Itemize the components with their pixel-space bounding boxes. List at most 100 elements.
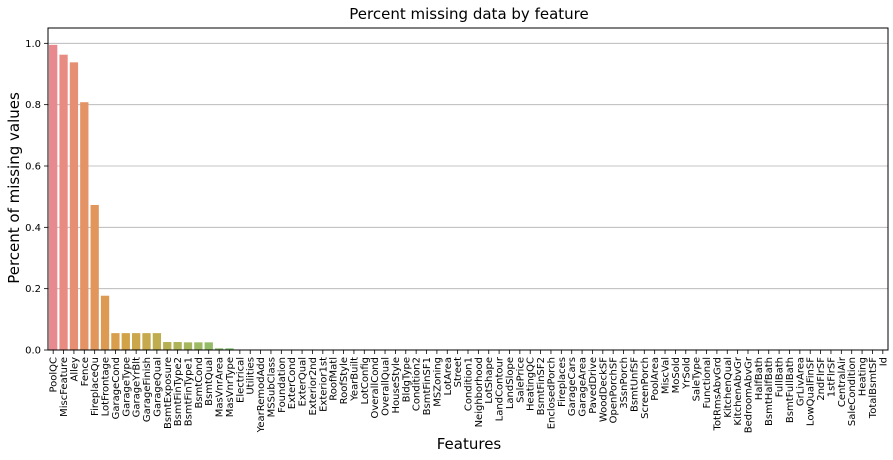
x-tick-label: FireplaceQu bbox=[90, 357, 101, 416]
x-tick-label: WoodDeckSF bbox=[598, 357, 609, 422]
x-tick-label: Exterior1st bbox=[318, 357, 329, 412]
x-tick-label: MSZoning bbox=[432, 357, 443, 407]
x-tick-label: FullBath bbox=[775, 357, 786, 397]
y-gridlines bbox=[48, 42, 888, 351]
x-tick-label: BsmtFinType2 bbox=[173, 357, 184, 426]
x-tick-label: MiscVal bbox=[661, 357, 672, 394]
y-tick-label: 0.0 bbox=[25, 346, 41, 357]
x-tick-label: BsmtFinSF1 bbox=[422, 357, 433, 415]
y-axis-title: Percent of missing values bbox=[5, 92, 23, 284]
bar-garagefinish bbox=[142, 333, 151, 350]
y-axis-ticks: 0.0 0.2 0.4 0.6 0.8 1.0 bbox=[25, 39, 48, 357]
x-axis-title: Features bbox=[437, 435, 502, 453]
x-tick-label: CentralAir bbox=[837, 356, 848, 407]
y-tick-label: 0.4 bbox=[25, 223, 41, 234]
bar-garagequal bbox=[152, 333, 162, 350]
x-tick-label: BsmtExposure bbox=[163, 357, 174, 429]
x-tick-label: GarageYrBlt bbox=[132, 357, 143, 417]
bar-bsmtqual bbox=[204, 342, 213, 350]
x-tick-label: LandContour bbox=[495, 356, 506, 421]
x-tick-label: ScreenPorch bbox=[640, 357, 651, 419]
x-tick-label: PavedDrive bbox=[588, 357, 599, 414]
x-tick-label: LowQualFinSF bbox=[806, 357, 817, 426]
bar-bsmtexposure bbox=[163, 342, 172, 350]
x-tick-label: ExterCond bbox=[287, 357, 298, 409]
x-tick-label: BsmtFullBath bbox=[785, 357, 796, 423]
x-tick-label: GarageQual bbox=[152, 357, 163, 417]
x-tick-label: MoSold bbox=[671, 357, 682, 393]
x-tick-label: SalePrice bbox=[515, 357, 526, 403]
bar-alley bbox=[69, 62, 79, 350]
x-tick-label: RoofStyle bbox=[339, 357, 350, 404]
x-tick-label: GarageArea bbox=[578, 357, 589, 417]
x-tick-label: EnclosedPorch bbox=[546, 357, 557, 429]
y-tick-label: 0.2 bbox=[25, 284, 41, 295]
bars bbox=[49, 44, 244, 351]
x-tick-label: 1stFlrSF bbox=[826, 357, 837, 397]
x-tick-label: BsmtUnfSF bbox=[629, 357, 640, 412]
x-tick-label: KitchenAbvGr bbox=[733, 356, 744, 425]
x-tick-label: PoolQC bbox=[49, 357, 60, 393]
bar-fence bbox=[80, 102, 89, 350]
x-tick-label: Heating bbox=[858, 357, 869, 396]
x-tick-label: LotShape bbox=[484, 357, 495, 404]
y-tick-label: 1.0 bbox=[25, 39, 41, 50]
x-tick-label: BsmtFinType1 bbox=[184, 357, 195, 426]
y-tick-label: 0.8 bbox=[25, 100, 41, 111]
bar-bsmtfintype2 bbox=[173, 342, 182, 350]
x-tick-label: YrSold bbox=[681, 357, 692, 390]
x-tick-label: TotRmsAbvGrd bbox=[712, 357, 723, 432]
bar-garageyrblt bbox=[132, 333, 141, 350]
x-tick-label: BsmtHalfBath bbox=[764, 357, 775, 426]
x-tick-label: RoofMatl bbox=[329, 357, 340, 401]
x-tick-label: GarageCars bbox=[567, 357, 578, 416]
x-tick-label: Condition2 bbox=[412, 357, 423, 411]
x-tick-label: YearBuilt bbox=[349, 357, 360, 402]
bar-masvnrarea bbox=[214, 348, 224, 350]
x-tick-label: LotFrontage bbox=[101, 357, 112, 416]
x-tick-label: BldgType bbox=[401, 357, 412, 402]
x-tick-label: TotalBsmtSF bbox=[868, 357, 879, 419]
bar-garagetype bbox=[121, 333, 130, 350]
x-tick-label: Foundation bbox=[277, 357, 288, 413]
x-tick-label: BsmtCond bbox=[194, 357, 205, 409]
x-tick-label: KitchenQual bbox=[723, 357, 734, 418]
bar-garagecond bbox=[111, 333, 120, 350]
y-tick-label: 0.6 bbox=[25, 162, 41, 173]
x-tick-label: Exterior2nd bbox=[308, 357, 319, 415]
x-tick-label: 3SsnPorch bbox=[619, 357, 630, 409]
x-tick-label: Fireplaces bbox=[557, 357, 568, 407]
x-tick-label: MasVnrArea bbox=[215, 357, 226, 417]
x-tick-label: HouseStyle bbox=[391, 357, 402, 413]
x-tick-label: YearRemodAdd bbox=[256, 357, 267, 433]
x-tick-label: OpenPorchSF bbox=[609, 357, 620, 424]
x-axis-ticks: PoolQC MiscFeature Alley Fence FireplaceQu Lo… bbox=[49, 350, 889, 433]
x-tick-label: BsmtFinSF2 bbox=[536, 357, 547, 415]
x-tick-label: Alley bbox=[69, 357, 80, 382]
x-tick-label: HalfBath bbox=[754, 357, 765, 400]
x-tick-label: SaleType bbox=[692, 357, 703, 401]
x-tick-label: LotArea bbox=[443, 357, 454, 395]
x-tick-label: OverallCond bbox=[370, 357, 381, 419]
x-tick-label: Fence bbox=[80, 357, 91, 386]
x-tick-label: Neighborhood bbox=[474, 357, 485, 427]
x-tick-label: OverallQual bbox=[381, 357, 392, 416]
x-tick-label: MasVnrType bbox=[225, 357, 236, 417]
bar-bsmtfintype1 bbox=[183, 342, 193, 350]
x-tick-label: SaleCondition bbox=[847, 357, 858, 426]
x-tick-label: Street bbox=[453, 357, 464, 387]
x-tick-label: Functional bbox=[702, 357, 713, 408]
x-tick-label: ExterQual bbox=[298, 357, 309, 407]
x-tick-label: Condition1 bbox=[464, 357, 475, 411]
axis-spines bbox=[47, 27, 889, 351]
x-tick-label: LandSlope bbox=[505, 357, 516, 409]
x-tick-label: HeatingQC bbox=[526, 357, 537, 411]
x-tick-label: GarageType bbox=[121, 357, 132, 417]
x-tick-label: PoolArea bbox=[650, 357, 661, 401]
x-tick-label: BsmtQual bbox=[204, 357, 215, 406]
x-tick-label: Id bbox=[878, 357, 889, 366]
x-tick-label: MSSubClass bbox=[266, 357, 277, 417]
plot-frame bbox=[47, 27, 889, 351]
bar-fireplacequ bbox=[90, 204, 99, 350]
